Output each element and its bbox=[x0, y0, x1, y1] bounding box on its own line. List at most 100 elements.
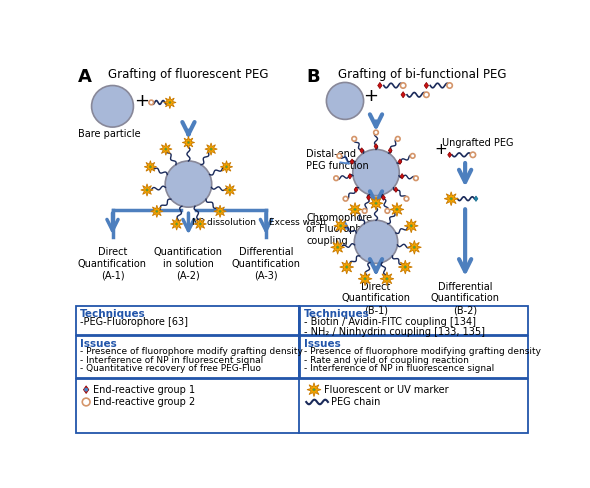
Text: Techniques: Techniques bbox=[304, 309, 370, 319]
Polygon shape bbox=[220, 161, 232, 173]
Circle shape bbox=[337, 154, 342, 158]
Polygon shape bbox=[354, 187, 358, 192]
Polygon shape bbox=[390, 203, 404, 216]
Polygon shape bbox=[388, 148, 392, 153]
FancyBboxPatch shape bbox=[76, 336, 299, 378]
Polygon shape bbox=[334, 219, 348, 233]
Circle shape bbox=[336, 246, 339, 249]
Text: +: + bbox=[434, 142, 447, 157]
Text: Fluorescent or UV marker: Fluorescent or UV marker bbox=[324, 385, 449, 395]
Circle shape bbox=[175, 223, 178, 225]
Polygon shape bbox=[380, 272, 394, 285]
Polygon shape bbox=[307, 383, 321, 397]
Polygon shape bbox=[474, 196, 478, 202]
Circle shape bbox=[414, 176, 418, 181]
Circle shape bbox=[82, 398, 90, 406]
Circle shape bbox=[326, 82, 363, 120]
Polygon shape bbox=[358, 272, 372, 285]
Text: +: + bbox=[363, 86, 378, 104]
Polygon shape bbox=[404, 219, 418, 233]
Circle shape bbox=[149, 100, 153, 105]
Circle shape bbox=[385, 209, 389, 213]
Circle shape bbox=[313, 388, 316, 391]
Circle shape bbox=[339, 224, 342, 227]
Circle shape bbox=[404, 265, 407, 268]
Polygon shape bbox=[350, 159, 354, 164]
Polygon shape bbox=[378, 82, 382, 89]
Text: End-reactive group 2: End-reactive group 2 bbox=[93, 397, 195, 407]
FancyBboxPatch shape bbox=[300, 336, 528, 378]
Polygon shape bbox=[360, 148, 363, 153]
Text: - Presence of fluorophore modify grafting density: - Presence of fluorophore modify graftin… bbox=[80, 347, 303, 356]
Circle shape bbox=[362, 209, 367, 213]
Text: B: B bbox=[306, 68, 320, 86]
Polygon shape bbox=[205, 143, 217, 155]
Circle shape bbox=[413, 246, 416, 249]
Circle shape bbox=[355, 220, 398, 264]
FancyBboxPatch shape bbox=[300, 305, 528, 335]
Circle shape bbox=[219, 210, 221, 213]
Circle shape bbox=[450, 197, 453, 200]
Polygon shape bbox=[374, 143, 378, 149]
Circle shape bbox=[401, 83, 406, 88]
Text: Issues: Issues bbox=[80, 339, 117, 349]
Polygon shape bbox=[444, 192, 458, 205]
Circle shape bbox=[187, 141, 190, 144]
Polygon shape bbox=[407, 241, 421, 254]
Text: Grafting of fluorescent PEG: Grafting of fluorescent PEG bbox=[108, 68, 268, 81]
Text: Differential
Quantification
(A-3): Differential Quantification (A-3) bbox=[231, 247, 300, 281]
Polygon shape bbox=[366, 195, 371, 201]
Circle shape bbox=[165, 161, 212, 207]
Polygon shape bbox=[214, 205, 227, 218]
Circle shape bbox=[149, 165, 152, 168]
Text: Bare particle: Bare particle bbox=[78, 129, 141, 140]
Circle shape bbox=[470, 152, 476, 158]
Text: - Presence of fluorophore modifying grafting density: - Presence of fluorophore modifying graf… bbox=[304, 347, 541, 356]
Circle shape bbox=[373, 130, 378, 135]
Polygon shape bbox=[382, 195, 385, 201]
Polygon shape bbox=[182, 136, 195, 149]
Circle shape bbox=[353, 149, 399, 196]
Text: Quantification
in solution
(A-2): Quantification in solution (A-2) bbox=[154, 247, 223, 281]
Text: Direct
Quantification
(A-1): Direct Quantification (A-1) bbox=[78, 247, 147, 281]
Polygon shape bbox=[348, 203, 362, 216]
Polygon shape bbox=[144, 161, 156, 173]
Text: Techniques: Techniques bbox=[80, 309, 146, 319]
Circle shape bbox=[229, 189, 231, 191]
Polygon shape bbox=[348, 174, 352, 179]
Circle shape bbox=[156, 210, 158, 213]
Polygon shape bbox=[194, 218, 206, 230]
Circle shape bbox=[84, 388, 88, 391]
Circle shape bbox=[385, 277, 388, 280]
Text: Issues: Issues bbox=[304, 339, 340, 349]
Polygon shape bbox=[398, 159, 402, 164]
FancyBboxPatch shape bbox=[76, 305, 299, 335]
FancyBboxPatch shape bbox=[76, 379, 528, 433]
Circle shape bbox=[334, 176, 339, 181]
Text: PEG chain: PEG chain bbox=[331, 397, 381, 407]
Circle shape bbox=[169, 101, 171, 103]
Polygon shape bbox=[171, 218, 183, 230]
Circle shape bbox=[375, 202, 378, 204]
Text: Direct
Quantification
(B-1): Direct Quantification (B-1) bbox=[342, 282, 411, 315]
Polygon shape bbox=[400, 174, 404, 179]
Text: Chromophore
or Fluorophore
coupling: Chromophore or Fluorophore coupling bbox=[306, 213, 378, 246]
Circle shape bbox=[424, 92, 429, 98]
Polygon shape bbox=[340, 260, 353, 274]
Circle shape bbox=[404, 197, 409, 201]
Circle shape bbox=[343, 197, 348, 201]
Text: A: A bbox=[78, 68, 91, 86]
Circle shape bbox=[410, 224, 412, 227]
Circle shape bbox=[410, 154, 415, 158]
Polygon shape bbox=[163, 96, 176, 109]
Text: - Rate and yield of coupling reaction: - Rate and yield of coupling reaction bbox=[304, 356, 469, 365]
Text: - Interference of NP in fluorescence signal: - Interference of NP in fluorescence sig… bbox=[304, 364, 494, 373]
Text: +: + bbox=[135, 92, 149, 110]
Circle shape bbox=[146, 189, 148, 191]
Text: - Biotin / Avidin-FITC coupling [134]: - Biotin / Avidin-FITC coupling [134] bbox=[304, 317, 476, 327]
Text: Distal-end
PEG function: Distal-end PEG function bbox=[306, 149, 369, 171]
Text: -PEG-Fluorophore [63]: -PEG-Fluorophore [63] bbox=[80, 317, 188, 327]
Circle shape bbox=[345, 265, 348, 268]
Polygon shape bbox=[398, 260, 412, 274]
Text: End-reactive group 1: End-reactive group 1 bbox=[93, 385, 195, 395]
